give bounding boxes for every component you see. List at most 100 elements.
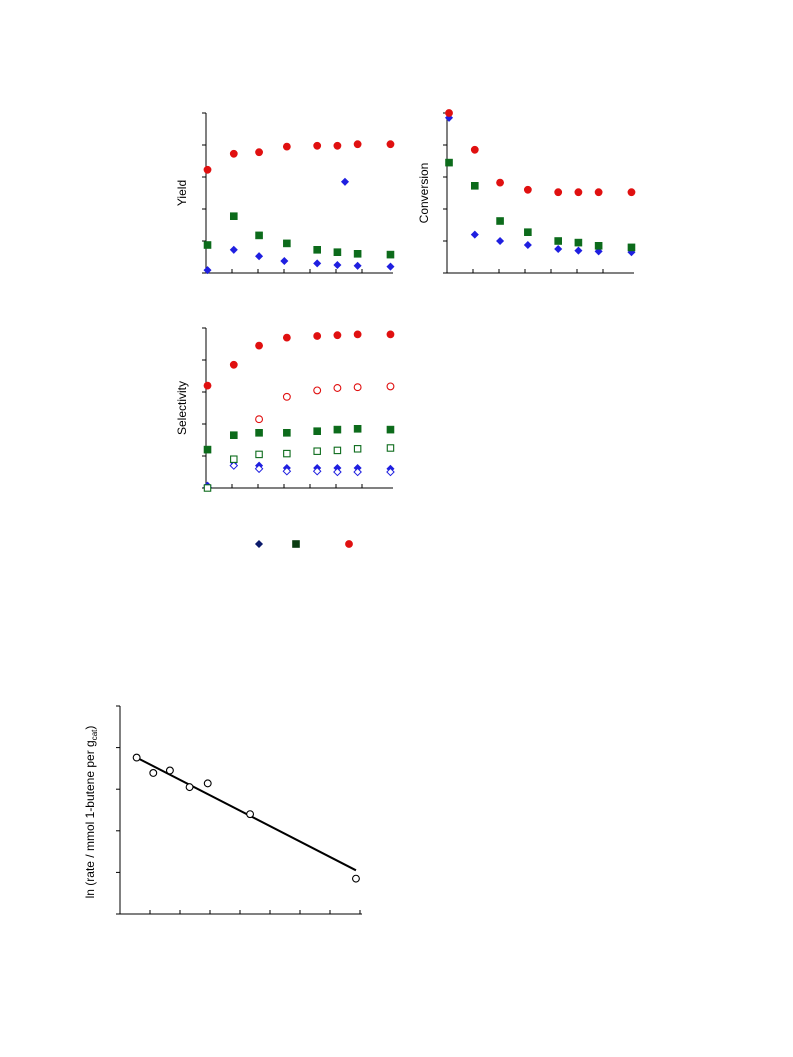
conversion-panel: Conversion <box>417 109 636 274</box>
data-point <box>333 446 342 455</box>
data-point <box>386 250 395 259</box>
data-point <box>282 333 291 342</box>
data-point <box>255 428 263 437</box>
data-point <box>386 444 395 452</box>
data-point <box>352 874 360 883</box>
series-5 <box>255 382 395 424</box>
data-point <box>574 188 583 197</box>
rate-panel: ln (rate / mmol 1-butene per gcat) <box>83 705 362 915</box>
data-point <box>627 243 636 252</box>
data-point <box>386 467 395 477</box>
yield-panel: Yield <box>175 112 395 275</box>
conversion-axis-label: Conversion <box>417 163 431 224</box>
data-point <box>203 266 212 275</box>
series-0 <box>132 753 360 883</box>
selectivity-panel: Selectivity <box>175 327 395 492</box>
data-point <box>333 248 342 256</box>
series-0 <box>203 245 395 275</box>
data-point <box>255 148 263 157</box>
series-2 <box>445 109 636 197</box>
data-point <box>313 246 321 254</box>
data-point <box>255 341 263 350</box>
data-point <box>203 165 212 174</box>
data-point <box>353 424 362 433</box>
data-point <box>340 177 350 186</box>
data-point <box>386 330 395 339</box>
data-point <box>470 182 479 190</box>
legend-marker <box>292 540 300 548</box>
data-point <box>386 382 395 391</box>
data-point <box>353 445 362 453</box>
data-point <box>554 244 563 254</box>
data-point <box>594 188 603 197</box>
series-4 <box>203 330 395 390</box>
data-point <box>574 238 583 247</box>
data-point <box>203 484 212 492</box>
data-point <box>333 467 342 477</box>
data-point <box>574 246 583 255</box>
series-3 <box>203 444 395 492</box>
data-point <box>312 466 322 476</box>
data-point <box>313 427 321 436</box>
rate-axis-label: ln (rate / mmol 1-butene per gcat) <box>83 726 99 899</box>
series-1 <box>340 177 350 186</box>
data-point <box>313 259 322 268</box>
data-point <box>353 467 362 477</box>
data-point <box>496 217 504 225</box>
data-point <box>496 236 505 246</box>
data-point <box>386 140 395 149</box>
data-point <box>594 247 603 256</box>
series-1 <box>445 158 636 252</box>
legend-marker <box>254 539 264 549</box>
data-point <box>255 415 264 424</box>
data-point <box>282 466 292 476</box>
data-point <box>255 252 264 261</box>
data-point <box>203 779 212 788</box>
series-2 <box>203 212 395 259</box>
data-point <box>470 145 479 154</box>
data-point <box>229 149 238 158</box>
data-point <box>386 425 395 434</box>
data-point <box>229 461 239 470</box>
series-0 <box>444 113 636 257</box>
data-point <box>470 230 479 239</box>
data-point <box>283 428 291 437</box>
data-point <box>554 237 562 245</box>
data-point <box>313 141 322 150</box>
data-point <box>523 185 532 194</box>
data-point <box>280 256 289 266</box>
series-3 <box>203 140 395 174</box>
data-point <box>554 188 563 197</box>
legend-marker <box>345 540 353 548</box>
data-point <box>353 383 362 392</box>
data-point <box>386 262 395 271</box>
yield-axis-label: Yield <box>175 180 189 206</box>
data-point <box>229 431 238 440</box>
data-point <box>203 241 212 249</box>
series-2 <box>203 424 395 454</box>
data-point <box>254 464 264 474</box>
data-point <box>282 392 291 401</box>
data-point <box>246 810 255 819</box>
data-point <box>132 753 141 762</box>
data-point <box>149 769 158 777</box>
data-point <box>203 445 212 454</box>
data-point <box>203 381 212 390</box>
data-point <box>353 261 362 270</box>
data-point <box>594 242 603 250</box>
data-point <box>283 449 291 458</box>
data-point <box>230 455 238 463</box>
data-point <box>445 109 453 117</box>
data-point <box>185 783 194 792</box>
data-point <box>627 188 636 197</box>
data-point <box>353 140 362 149</box>
data-point <box>255 450 263 459</box>
data-point <box>283 239 291 248</box>
legend <box>254 539 353 549</box>
data-point <box>333 384 342 392</box>
data-point <box>333 331 342 340</box>
data-point <box>496 178 504 187</box>
data-point <box>313 386 322 395</box>
data-point <box>229 360 238 369</box>
